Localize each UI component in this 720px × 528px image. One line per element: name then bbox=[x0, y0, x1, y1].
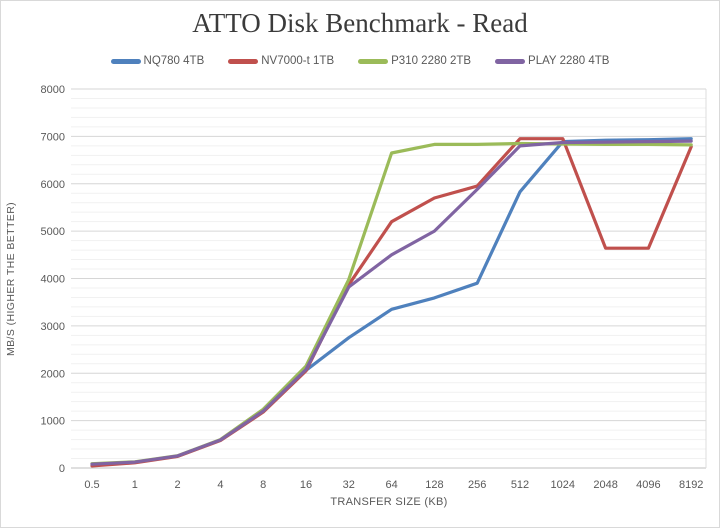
x-axis-title: TRANSFER SIZE (KB) bbox=[330, 496, 448, 508]
legend-line-swatch bbox=[358, 58, 389, 64]
legend-item-play-2280-4tb: PLAY 2280 4TB bbox=[495, 55, 609, 67]
x-axis-tick-label: 256 bbox=[468, 479, 486, 491]
y-axis-tick-label: 3000 bbox=[41, 321, 65, 333]
y-axis-tick-label: 7000 bbox=[41, 131, 65, 143]
x-axis-tick-label: 1024 bbox=[551, 479, 575, 491]
x-axis-tick-label: 128 bbox=[425, 479, 443, 491]
y-axis-tick-label: 2000 bbox=[41, 368, 65, 380]
legend-label: P310 2280 2TB bbox=[391, 55, 472, 67]
chart-title: ATTO Disk Benchmark - Read bbox=[192, 8, 528, 38]
x-axis-tick-label: 64 bbox=[385, 479, 397, 491]
legend: NQ780 4TB NV7000-t 1TB P310 2280 2TB PLAY 2… bbox=[1, 55, 719, 67]
x-axis-tick-label: 8 bbox=[260, 479, 266, 491]
x-axis-tick-label: 4096 bbox=[636, 479, 660, 491]
legend-item-p310-2280-2tb: P310 2280 2TB bbox=[358, 55, 471, 67]
legend-line-swatch bbox=[495, 58, 526, 64]
x-axis-tick-label: 16 bbox=[300, 479, 312, 491]
y-axis-tick-label: 6000 bbox=[41, 179, 65, 191]
y-axis-tick-label: 1000 bbox=[41, 416, 65, 428]
legend-line-swatch bbox=[228, 58, 259, 64]
legend-label: NV7000-t 1TB bbox=[261, 55, 335, 67]
series-line-nv7000-t-1tb bbox=[90, 137, 693, 468]
legend-label: NQ780 4TB bbox=[143, 55, 205, 67]
legend-label: PLAY 2280 4TB bbox=[528, 55, 610, 67]
y-axis-tick-label: 8000 bbox=[41, 84, 65, 96]
x-axis-tick-label: 8192 bbox=[679, 479, 703, 491]
series-line-nq780-4tb bbox=[90, 137, 693, 466]
x-axis-tick-label: 4 bbox=[217, 479, 223, 491]
x-axis-tick-label: 1 bbox=[132, 479, 138, 491]
y-axis-tick-label: 4000 bbox=[41, 274, 65, 286]
legend-item-nq780-4tb: NQ780 4TB bbox=[110, 55, 205, 67]
y-axis-tick-label: 0 bbox=[59, 463, 65, 475]
legend-item-nv7000-t-1tb: NV7000-t 1TB bbox=[228, 55, 334, 67]
x-axis-tick-label: 32 bbox=[343, 479, 355, 491]
x-axis-tick-label: 0.5 bbox=[84, 479, 99, 491]
series-line-p310-2280-2tb bbox=[90, 141, 693, 466]
x-axis-tick-label: 512 bbox=[511, 479, 529, 491]
y-axis-tick-label: 5000 bbox=[41, 226, 65, 238]
x-axis-tick-label: 2 bbox=[175, 479, 181, 491]
series-line-play-2280-4tb bbox=[90, 139, 693, 466]
x-axis-tick-label: 2048 bbox=[593, 479, 617, 491]
legend-line-swatch bbox=[110, 58, 141, 64]
